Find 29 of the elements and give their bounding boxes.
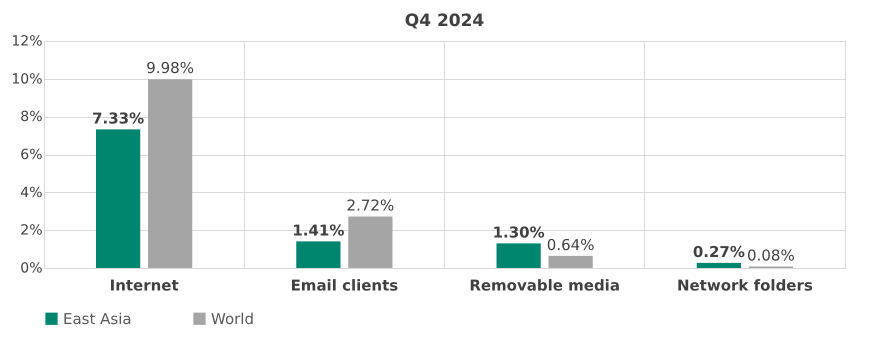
x-tick-label: Network folders xyxy=(676,276,813,294)
legend-label: World xyxy=(211,310,254,328)
y-tick-label: 2% xyxy=(20,222,42,239)
bar xyxy=(296,241,340,268)
bar xyxy=(548,256,593,268)
y-tick-label: 4% xyxy=(20,184,42,201)
y-tick-label: 10% xyxy=(11,71,42,88)
x-tick-label: Email clients xyxy=(290,276,398,294)
data-label: 7.33% xyxy=(92,109,144,128)
bar xyxy=(148,79,192,268)
bar xyxy=(348,216,392,268)
data-label: 2.72% xyxy=(346,196,394,215)
data-label: 0.27% xyxy=(692,242,745,261)
y-tick-label: 12% xyxy=(11,34,42,50)
bar xyxy=(496,243,541,268)
bar xyxy=(696,262,741,268)
data-label: 0.08% xyxy=(747,246,795,264)
y-tick-label: 8% xyxy=(20,109,42,126)
x-tick-label: Removable media xyxy=(469,276,620,294)
y-tick-label: 6% xyxy=(20,147,42,163)
bar xyxy=(96,129,140,268)
legend-label: East Asia xyxy=(63,310,132,328)
data-label: 0.64% xyxy=(546,236,594,254)
data-label: 1.41% xyxy=(292,221,344,240)
data-label: 9.98% xyxy=(146,59,194,78)
y-tick-label: 0% xyxy=(20,260,42,276)
x-tick-label: Internet xyxy=(110,276,179,294)
data-label: 1.30% xyxy=(492,223,545,242)
chart-title: Q4 2024 xyxy=(404,11,484,31)
